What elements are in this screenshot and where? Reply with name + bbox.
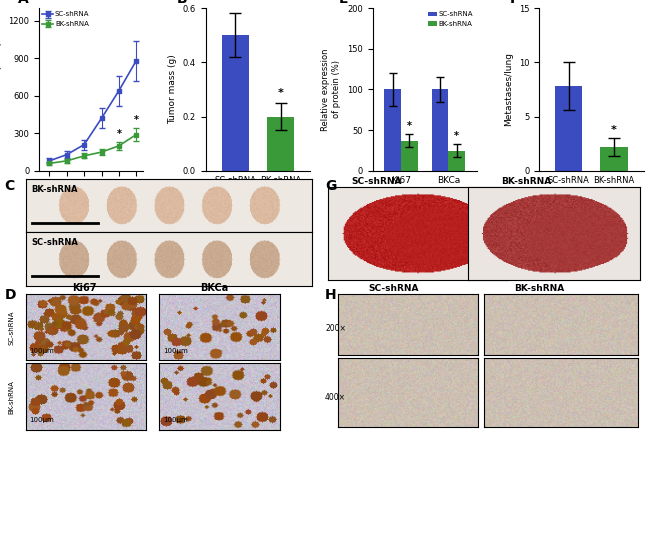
Text: SC-shRNA: SC-shRNA	[31, 238, 78, 247]
Text: 100μm: 100μm	[29, 417, 54, 423]
Text: SC-shRNA: SC-shRNA	[368, 284, 419, 293]
Text: *: *	[407, 121, 411, 131]
Text: *: *	[454, 131, 459, 141]
Text: C: C	[5, 179, 15, 193]
Bar	[555, 86, 582, 171]
Text: 200×: 200×	[325, 324, 346, 333]
Text: *: *	[611, 125, 617, 135]
Text: G: G	[325, 179, 337, 193]
Text: 100μm: 100μm	[162, 417, 187, 423]
Bar	[222, 35, 249, 171]
Bar	[432, 89, 448, 171]
Text: B: B	[177, 0, 187, 6]
X-axis label: Time (days): Time (days)	[62, 195, 120, 205]
Y-axis label: Metastases/lung: Metastases/lung	[504, 52, 514, 127]
Bar	[401, 141, 417, 171]
Text: F: F	[510, 0, 519, 6]
Text: Ki67: Ki67	[72, 283, 97, 293]
Text: BK-shRNA: BK-shRNA	[501, 177, 552, 186]
Bar	[448, 151, 465, 171]
Text: E: E	[339, 0, 348, 6]
Text: D: D	[5, 288, 16, 302]
Text: H: H	[325, 288, 337, 302]
Text: BK-shRNA: BK-shRNA	[31, 185, 78, 193]
Text: *: *	[116, 129, 122, 139]
Text: *: *	[278, 88, 283, 98]
Legend: SC-shRNA, BK-shRNA: SC-shRNA, BK-shRNA	[42, 12, 90, 27]
Y-axis label: Tumor mass (g): Tumor mass (g)	[168, 54, 177, 124]
Text: BK-shRNA: BK-shRNA	[514, 284, 565, 293]
Y-axis label: Tumor volume (mm³): Tumor volume (mm³)	[0, 42, 3, 137]
Text: *: *	[134, 115, 139, 125]
Bar	[267, 116, 294, 171]
Bar	[384, 89, 401, 171]
Text: SC-shRNA: SC-shRNA	[8, 310, 14, 345]
Legend: SC-shRNA, BK-shRNA: SC-shRNA, BK-shRNA	[428, 12, 473, 27]
Text: 100μm: 100μm	[29, 348, 54, 354]
Text: 400×: 400×	[325, 394, 346, 402]
Text: 100μm: 100μm	[162, 348, 187, 354]
Bar	[601, 147, 628, 171]
Text: SC-shRNA: SC-shRNA	[352, 177, 402, 186]
Text: BK-shRNA: BK-shRNA	[8, 380, 14, 414]
Y-axis label: Relative expression
of protein (%): Relative expression of protein (%)	[321, 48, 341, 131]
Text: A: A	[18, 0, 29, 6]
Text: BKCa: BKCa	[200, 283, 229, 293]
